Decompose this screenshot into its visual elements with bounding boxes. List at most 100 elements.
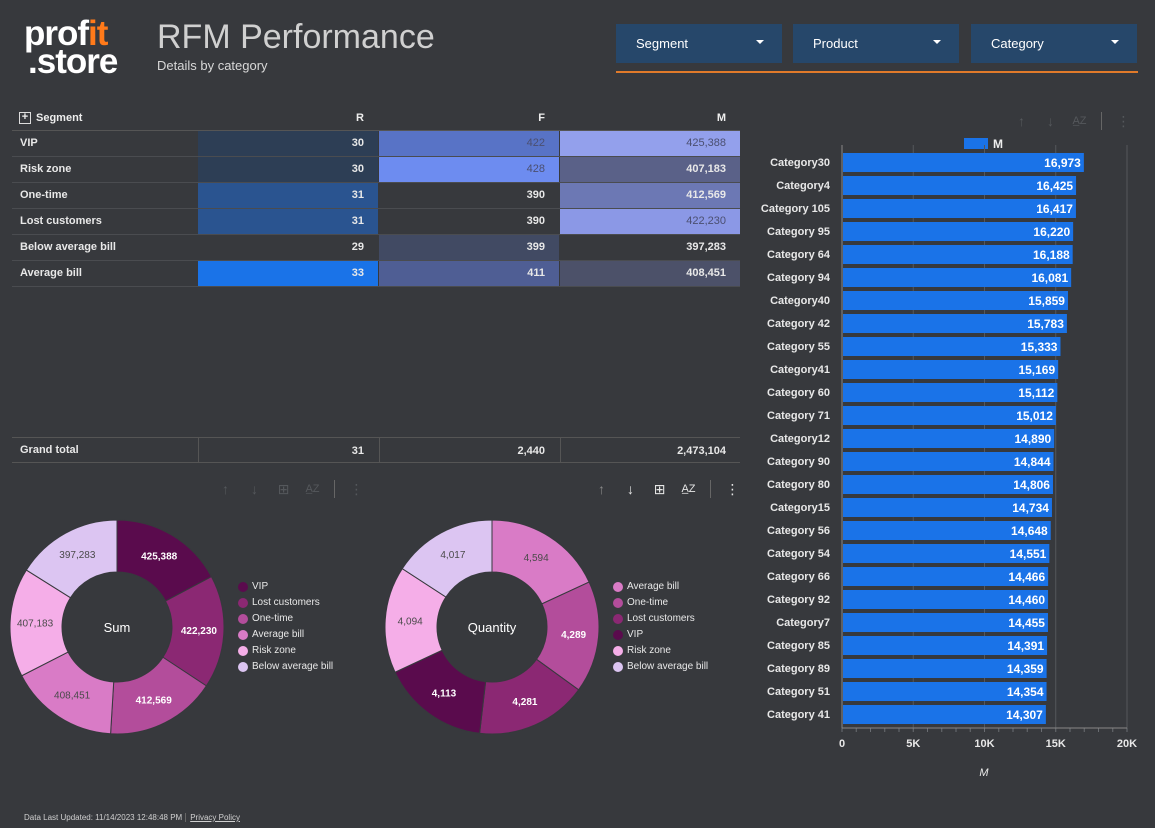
- col-segment[interactable]: Segment: [36, 112, 83, 124]
- table-row[interactable]: Lost customers 31 390 422,230: [12, 209, 740, 235]
- legend-item[interactable]: VIP: [613, 629, 708, 645]
- x-tick-label: 0: [839, 738, 845, 750]
- bar[interactable]: [843, 590, 1049, 609]
- bar[interactable]: [843, 383, 1058, 402]
- sort-down-icon[interactable]: ↓: [1047, 113, 1054, 129]
- legend-item[interactable]: Lost customers: [613, 613, 708, 629]
- category-label: Category4: [776, 180, 831, 192]
- legend-item[interactable]: VIP: [238, 581, 333, 597]
- segment-filter[interactable]: Segment: [616, 24, 782, 63]
- bar[interactable]: [843, 291, 1068, 310]
- legend-item[interactable]: Below average bill: [238, 661, 333, 677]
- bar[interactable]: [843, 222, 1074, 241]
- legend-item[interactable]: One-time: [613, 597, 708, 613]
- last-updated: Data Last Updated: 11/14/2023 12:48:48 P…: [24, 813, 183, 822]
- drill-icon[interactable]: ⊞: [653, 480, 666, 497]
- grand-total-m: 2,473,104: [677, 445, 726, 457]
- bar[interactable]: [843, 498, 1052, 517]
- bar[interactable]: [843, 268, 1072, 287]
- sort-up-icon[interactable]: ↑: [222, 481, 229, 497]
- legend-label: VIP: [627, 629, 644, 640]
- slice-label: 4,281: [512, 697, 537, 708]
- legend-item[interactable]: Lost customers: [238, 597, 333, 613]
- bar[interactable]: [843, 613, 1048, 632]
- bar[interactable]: [843, 682, 1047, 701]
- table-row[interactable]: One-time 31 390 412,569: [12, 183, 740, 209]
- slice-label: 4,594: [524, 553, 549, 564]
- legend-dot: [238, 646, 248, 656]
- category-label: Category15: [770, 502, 830, 514]
- donut-slice[interactable]: [25, 519, 118, 599]
- bar[interactable]: [843, 452, 1054, 471]
- bar-value-label: 15,333: [1021, 340, 1058, 354]
- sort-az-icon[interactable]: A̲Z: [681, 483, 696, 495]
- more-options-icon[interactable]: ⋮: [725, 480, 740, 497]
- bar[interactable]: [843, 521, 1051, 540]
- category-label: Category12: [770, 433, 830, 445]
- slice-label: 4,017: [440, 550, 465, 561]
- bar[interactable]: [843, 176, 1077, 195]
- legend-label: Lost customers: [252, 597, 320, 608]
- bar[interactable]: [843, 544, 1050, 563]
- brand-logo: profit .store: [24, 14, 118, 81]
- legend-item[interactable]: Risk zone: [238, 645, 333, 661]
- bar[interactable]: [843, 429, 1055, 448]
- legend-item[interactable]: Average bill: [613, 581, 708, 597]
- table-row[interactable]: VIP 30 422 425,388: [12, 131, 740, 157]
- table-row[interactable]: Below average bill 29 399 397,283: [12, 235, 740, 261]
- table-header: + Segment R F M: [12, 104, 740, 131]
- col-f[interactable]: F: [538, 112, 545, 124]
- bar[interactable]: [843, 636, 1048, 655]
- sum-donut-chart[interactable]: 425,388 422,230 412,569 408,451 407,183 397,2…: [9, 519, 225, 735]
- grand-total-f: 2,440: [517, 445, 545, 457]
- bar-value-label: 14,307: [1006, 708, 1043, 722]
- bar[interactable]: [843, 245, 1073, 264]
- bar-value-label: 14,551: [1010, 547, 1047, 561]
- quantity-donut-chart[interactable]: 4,594 4,289 4,281 4,113 4,094 4,017 Quantity: [384, 519, 600, 735]
- slice-label: 422,230: [181, 626, 218, 637]
- bar[interactable]: [843, 360, 1059, 379]
- donut-slice[interactable]: [401, 519, 493, 598]
- legend-label: Risk zone: [627, 645, 671, 656]
- privacy-policy-link[interactable]: Privacy Policy: [185, 813, 240, 822]
- expand-icon[interactable]: +: [19, 112, 31, 124]
- legend-item[interactable]: Risk zone: [613, 645, 708, 661]
- col-m[interactable]: M: [716, 112, 726, 124]
- bar[interactable]: [843, 659, 1047, 678]
- bar[interactable]: [843, 567, 1049, 586]
- sort-down-icon[interactable]: ↓: [627, 481, 634, 497]
- bar-value-label: 14,359: [1007, 662, 1044, 676]
- table-row[interactable]: Risk zone 30 428 407,183: [12, 157, 740, 183]
- bar[interactable]: [843, 199, 1076, 218]
- bar-value-label: 15,169: [1018, 363, 1055, 377]
- sort-up-icon[interactable]: ↑: [1018, 113, 1025, 129]
- col-r[interactable]: R: [356, 112, 364, 124]
- sort-az-icon[interactable]: A̲Z: [305, 483, 320, 495]
- drill-icon[interactable]: ⊞: [277, 480, 290, 497]
- bar[interactable]: [843, 153, 1084, 172]
- category-label: Category 71: [767, 410, 830, 422]
- category-filter[interactable]: Category: [971, 24, 1137, 63]
- m-bar-chart[interactable]: Category30 16,973 Category4 16,425 Category …: [750, 145, 1150, 785]
- sort-az-icon[interactable]: A̲Z: [1072, 115, 1087, 127]
- product-filter[interactable]: Product: [793, 24, 959, 63]
- sum-chart-toolbar: ↑ ↓ ⊞ A̲Z ⋮: [218, 480, 364, 498]
- more-options-icon[interactable]: ⋮: [349, 480, 364, 497]
- table-row[interactable]: Average bill 33 411 408,451: [12, 261, 740, 287]
- sort-down-icon[interactable]: ↓: [251, 481, 258, 497]
- bar[interactable]: [843, 705, 1046, 724]
- sort-up-icon[interactable]: ↑: [598, 481, 605, 497]
- bar[interactable]: [843, 314, 1067, 333]
- category-label: Category 95: [767, 226, 830, 238]
- slice-label: 4,289: [561, 630, 586, 641]
- bar[interactable]: [843, 337, 1061, 356]
- legend-label: Below average bill: [252, 661, 334, 672]
- legend-item[interactable]: Average bill: [238, 629, 333, 645]
- category-label: Category 42: [767, 318, 830, 330]
- legend-item[interactable]: Below average bill: [613, 661, 708, 677]
- bar-value-label: 16,081: [1031, 271, 1068, 285]
- legend-item[interactable]: One-time: [238, 613, 333, 629]
- more-options-icon[interactable]: ⋮: [1116, 112, 1131, 129]
- bar[interactable]: [843, 406, 1056, 425]
- bar[interactable]: [843, 475, 1053, 494]
